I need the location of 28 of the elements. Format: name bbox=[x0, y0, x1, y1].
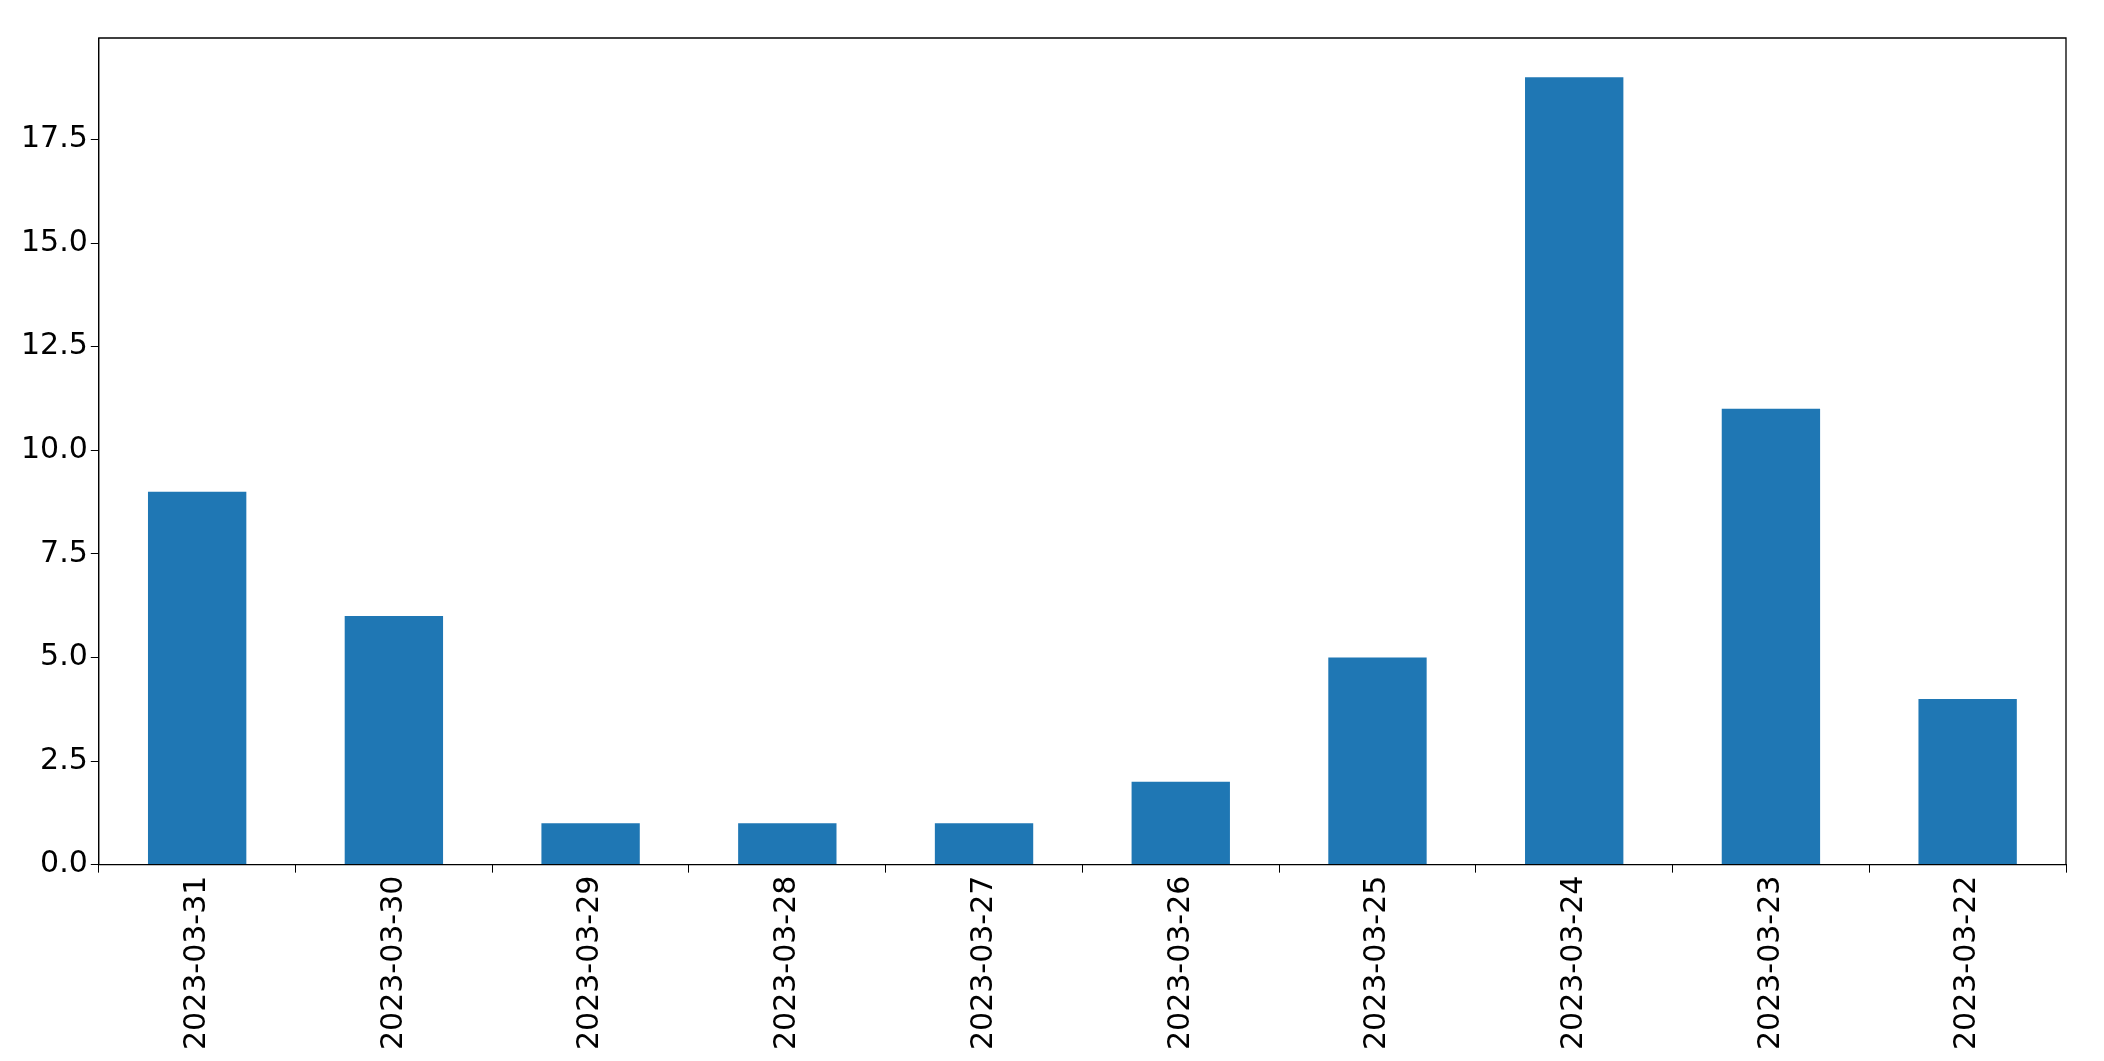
bar bbox=[1328, 657, 1427, 865]
x-tick-label: 2023-03-26 bbox=[1160, 875, 1196, 1051]
bar bbox=[344, 616, 444, 865]
bar bbox=[934, 823, 1034, 865]
y-tick-label: 10.0 bbox=[21, 430, 88, 466]
bar bbox=[1525, 77, 1624, 865]
y-tick-label: 17.5 bbox=[21, 119, 88, 155]
x-tick-label: 2023-03-28 bbox=[767, 875, 803, 1051]
x-tick-label: 2023-03-24 bbox=[1554, 875, 1589, 1051]
bar bbox=[1131, 781, 1230, 865]
x-tick-label: 2023-03-29 bbox=[570, 875, 606, 1051]
y-tick-label: 7.5 bbox=[40, 533, 88, 569]
y-tick-label: 15.0 bbox=[21, 222, 88, 258]
bar bbox=[738, 823, 837, 865]
x-tick-label: 2023-03-25 bbox=[1357, 875, 1393, 1051]
x-tick-label: 2023-03-27 bbox=[963, 875, 999, 1051]
y-tick-label: 12.5 bbox=[21, 326, 88, 362]
bar bbox=[1918, 698, 2017, 865]
x-tick-label: 2023-03-31 bbox=[176, 875, 212, 1051]
bar bbox=[147, 491, 247, 865]
y-tick-label: 0.0 bbox=[40, 844, 88, 880]
x-tick-label: 2023-03-22 bbox=[1947, 875, 1983, 1051]
bar bbox=[541, 823, 640, 865]
x-tick-label: 2023-03-23 bbox=[1750, 875, 1786, 1051]
bar bbox=[1721, 408, 1821, 865]
y-tick-label: 5.0 bbox=[40, 637, 88, 673]
y-tick-label: 2.5 bbox=[40, 740, 88, 776]
x-tick-label: 2023-03-30 bbox=[373, 875, 409, 1051]
